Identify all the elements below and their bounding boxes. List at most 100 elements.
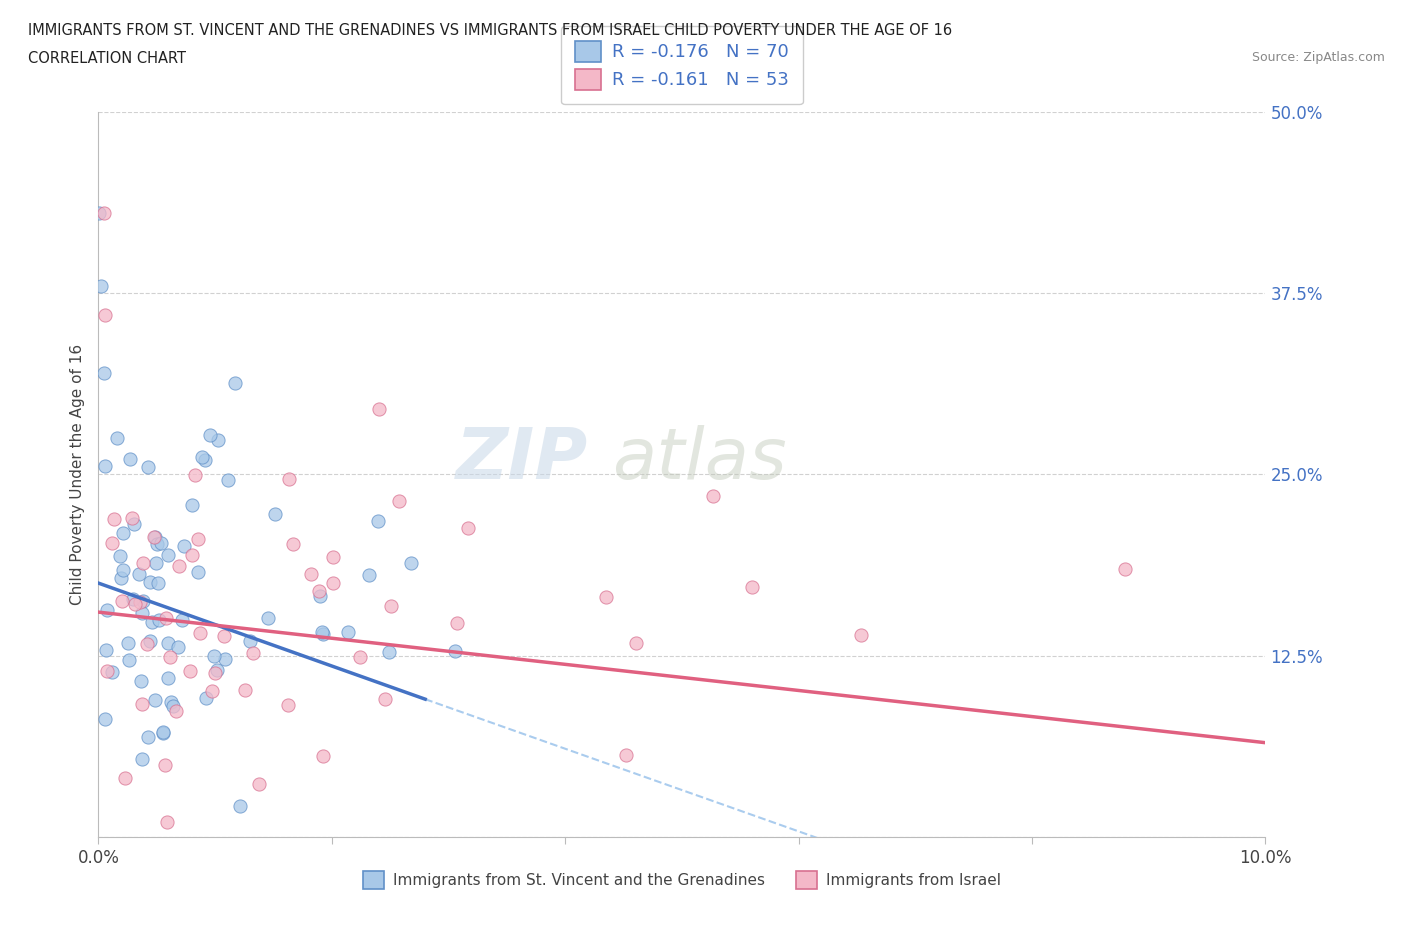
Point xyxy=(239,633,262,648)
Point xyxy=(190,449,212,464)
Point xyxy=(129,595,152,610)
Point xyxy=(198,427,221,442)
Point xyxy=(94,307,117,322)
Point xyxy=(122,591,145,606)
Point xyxy=(128,566,150,581)
Point xyxy=(117,635,139,650)
Point xyxy=(94,642,117,657)
Point xyxy=(308,583,330,598)
Text: ZIP: ZIP xyxy=(457,425,589,494)
Point xyxy=(152,726,174,741)
Point xyxy=(167,559,190,574)
Point xyxy=(242,645,264,660)
Point xyxy=(94,458,117,473)
Point xyxy=(194,691,217,706)
Point xyxy=(1114,561,1136,576)
Point xyxy=(308,589,330,604)
Point xyxy=(312,626,335,641)
Point xyxy=(214,651,236,666)
Legend: Immigrants from St. Vincent and the Grenadines, Immigrants from Israel: Immigrants from St. Vincent and the Gren… xyxy=(357,865,1007,895)
Text: Source: ZipAtlas.com: Source: ZipAtlas.com xyxy=(1251,51,1385,64)
Point xyxy=(156,815,179,830)
Point xyxy=(146,576,169,591)
Point xyxy=(96,663,118,678)
Point xyxy=(94,711,117,726)
Point xyxy=(165,704,187,719)
Point xyxy=(162,698,184,713)
Point xyxy=(122,516,145,531)
Point xyxy=(155,611,177,626)
Point xyxy=(146,537,169,551)
Text: atlas: atlas xyxy=(612,425,786,494)
Point xyxy=(117,653,139,668)
Point xyxy=(184,468,207,483)
Point xyxy=(595,590,617,604)
Point xyxy=(277,698,299,712)
Point xyxy=(359,568,381,583)
Point xyxy=(131,751,153,766)
Point xyxy=(702,488,724,503)
Point xyxy=(624,636,647,651)
Point xyxy=(229,798,252,813)
Point xyxy=(281,537,304,551)
Point xyxy=(205,662,228,677)
Point xyxy=(277,472,299,486)
Point xyxy=(124,597,146,612)
Point xyxy=(96,603,118,618)
Point xyxy=(201,684,224,698)
Point xyxy=(849,627,872,642)
Point xyxy=(322,550,344,565)
Point xyxy=(207,432,229,447)
Point xyxy=(224,375,246,390)
Point xyxy=(111,593,134,608)
Point xyxy=(132,556,155,571)
Point xyxy=(217,473,239,488)
Text: IMMIGRANTS FROM ST. VINCENT AND THE GRENADINES VS IMMIGRANTS FROM ISRAEL CHILD P: IMMIGRANTS FROM ST. VINCENT AND THE GREN… xyxy=(28,23,952,38)
Point xyxy=(204,666,226,681)
Point xyxy=(257,610,280,625)
Point xyxy=(153,757,176,772)
Point xyxy=(741,580,763,595)
Point xyxy=(374,692,396,707)
Point xyxy=(103,512,125,526)
Point xyxy=(145,555,167,570)
Point xyxy=(443,644,465,658)
Point xyxy=(143,530,166,545)
Point xyxy=(179,663,201,678)
Point xyxy=(172,612,194,627)
Point xyxy=(143,529,166,544)
Point xyxy=(263,507,285,522)
Point xyxy=(187,532,209,547)
Point xyxy=(136,637,159,652)
Point xyxy=(120,452,142,467)
Point xyxy=(129,673,152,688)
Point xyxy=(299,566,322,581)
Point xyxy=(187,565,209,579)
Point xyxy=(367,514,389,529)
Point xyxy=(446,616,468,631)
Point xyxy=(188,625,211,640)
Point xyxy=(111,563,134,578)
Point xyxy=(457,520,479,535)
Point xyxy=(131,697,153,711)
Point xyxy=(156,671,179,685)
Point xyxy=(138,634,160,649)
Point xyxy=(159,695,181,710)
Point xyxy=(311,625,333,640)
Point xyxy=(90,278,112,293)
Point xyxy=(401,555,423,570)
Point xyxy=(337,624,360,639)
Point xyxy=(233,682,256,697)
Point xyxy=(141,615,163,630)
Point xyxy=(148,612,170,627)
Point xyxy=(380,598,402,613)
Point xyxy=(159,650,181,665)
Point xyxy=(93,365,115,380)
Point xyxy=(114,770,136,785)
Point xyxy=(100,665,122,680)
Point xyxy=(388,494,411,509)
Point xyxy=(132,593,155,608)
Point xyxy=(247,777,270,791)
Point xyxy=(368,401,391,416)
Point xyxy=(101,536,124,551)
